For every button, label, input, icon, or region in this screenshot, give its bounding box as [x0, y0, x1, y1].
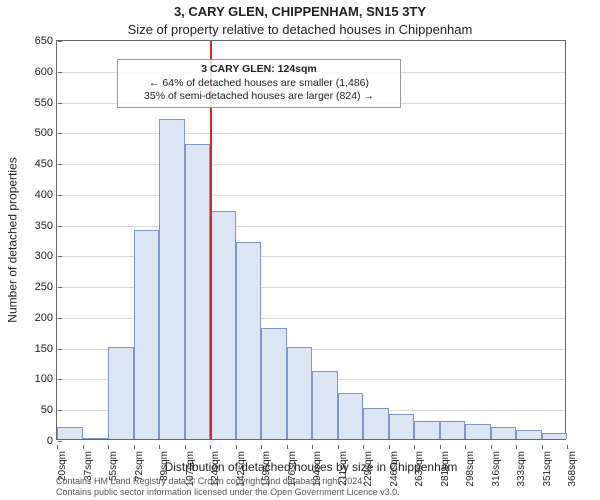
y-axis-label: Number of detached properties — [6, 40, 20, 440]
histogram-bar — [287, 347, 313, 439]
annotation-box: 3 CARY GLEN: 124sqm ← 64% of detached ho… — [117, 59, 401, 108]
y-tick: 450 — [35, 158, 57, 170]
histogram-bar — [312, 371, 338, 439]
chart-title-desc: Size of property relative to detached ho… — [0, 22, 600, 37]
histogram-bar — [57, 427, 83, 439]
histogram-bar — [83, 438, 109, 439]
copyright: Contains HM Land Registry data © Crown c… — [56, 476, 566, 498]
y-tick: 300 — [35, 250, 57, 262]
gridline — [57, 164, 565, 165]
copyright-line1: Contains HM Land Registry data © Crown c… — [56, 476, 566, 487]
histogram-bar — [338, 393, 364, 439]
histogram-bar — [134, 230, 160, 439]
histogram-bar — [491, 427, 517, 439]
annotation-line2: ← 64% of detached houses are smaller (1,… — [124, 77, 394, 91]
histogram-bar — [414, 421, 440, 439]
y-tick: 100 — [35, 373, 57, 385]
y-tick: 500 — [35, 127, 57, 139]
histogram-bar — [389, 414, 415, 439]
histogram-bar — [363, 408, 389, 439]
y-tick: 150 — [35, 343, 57, 355]
x-tick-label: 368sqm — [567, 451, 578, 487]
y-tick: 600 — [35, 66, 57, 78]
y-tick: 0 — [47, 435, 57, 447]
histogram-bar — [185, 144, 211, 439]
histogram-bar — [108, 347, 134, 439]
y-tick: 200 — [35, 312, 57, 324]
y-tick: 400 — [35, 189, 57, 201]
gridline — [57, 195, 565, 196]
histogram-bar — [440, 421, 466, 439]
y-tick: 250 — [35, 281, 57, 293]
histogram-bar — [261, 328, 287, 439]
y-tick: 350 — [35, 220, 57, 232]
histogram-bar — [236, 242, 262, 439]
histogram-bar — [542, 433, 568, 439]
gridline — [57, 133, 565, 134]
x-axis-label: Distribution of detached houses by size … — [56, 460, 566, 474]
y-tick: 550 — [35, 97, 57, 109]
histogram-bar — [210, 211, 236, 439]
gridline — [57, 226, 565, 227]
chart-title-address: 3, CARY GLEN, CHIPPENHAM, SN15 3TY — [0, 4, 600, 19]
plot-area: 0501001502002503003504004505005506006502… — [56, 40, 566, 440]
copyright-line2: Contains public sector information licen… — [56, 487, 566, 498]
y-tick: 650 — [35, 35, 57, 47]
histogram-bar — [465, 424, 491, 439]
histogram-bar — [516, 430, 542, 439]
annotation-bold: 3 CARY GLEN: 124sqm — [124, 63, 394, 77]
page: 3, CARY GLEN, CHIPPENHAM, SN15 3TY Size … — [0, 0, 600, 500]
y-tick: 50 — [41, 404, 57, 416]
histogram-bar — [159, 119, 185, 439]
annotation-line3: 35% of semi-detached houses are larger (… — [124, 90, 394, 104]
